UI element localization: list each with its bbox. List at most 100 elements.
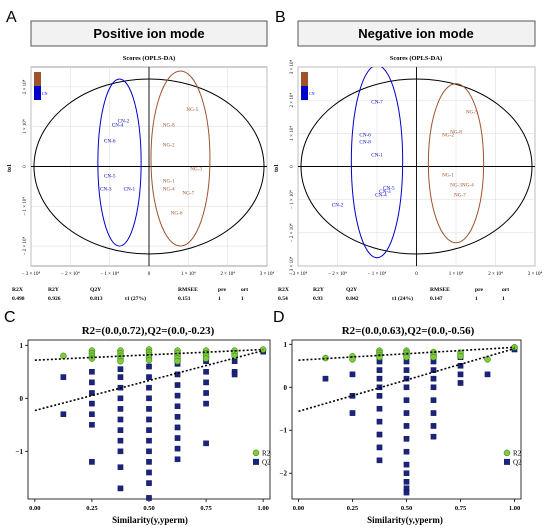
y-tick-label: − 1 × 10⁴	[22, 197, 28, 216]
q2-point	[203, 440, 209, 447]
q2-point	[60, 374, 67, 380]
q2-point	[146, 395, 152, 402]
x-tick-label: − 2 × 10⁴	[328, 271, 347, 277]
q2-point	[376, 375, 383, 382]
y-tick-label: − 2 × 10⁴	[22, 237, 28, 256]
q2-point	[117, 427, 124, 433]
stat-header: pre	[218, 287, 226, 293]
score-point-label: CN-1	[124, 186, 136, 192]
x-tick-label: 0	[148, 272, 151, 277]
score-point-label: NG-3	[190, 166, 202, 172]
stat-value: 0.54	[278, 296, 288, 302]
q2-point	[146, 459, 152, 465]
score-grid-a	[30, 67, 268, 266]
stat-value: 0.498	[12, 296, 25, 302]
x-tick-label: 1.00	[257, 505, 268, 512]
stat-header: ort	[502, 287, 509, 293]
r2-point	[117, 357, 124, 365]
q2-point	[231, 371, 238, 378]
score-point-label: CN-4	[112, 123, 124, 129]
q2-point	[457, 380, 464, 386]
stat-header: Q2Y	[346, 287, 357, 293]
group-ellipse-cn	[350, 67, 404, 259]
stat-header: R2Y	[48, 287, 59, 293]
q2-point	[174, 403, 181, 410]
score-point-label: CN-5	[104, 174, 116, 180]
q2-point	[146, 363, 152, 370]
q2-point	[146, 437, 152, 444]
perm-xlabel-d: Similarity(y,yperm)	[367, 515, 443, 525]
y-tick-label: 2 × 10⁴	[22, 79, 28, 94]
score-point-label: CN-2	[118, 119, 130, 125]
q2-point	[403, 461, 410, 468]
score-xlabel: t1 (27%)	[125, 295, 146, 302]
x-tick-label: − 3 × 10⁴	[22, 271, 41, 277]
q2-point	[146, 448, 152, 455]
q2-point	[89, 369, 95, 375]
stat-value: 0.926	[48, 296, 61, 302]
r2-point	[202, 355, 210, 362]
stat-header: RMSEE	[430, 287, 450, 293]
regression-line-r2	[298, 346, 515, 361]
score-stats-b: R2X 0.54 R2Y 0.93 Q2Y 0.842 RMSEE 0.147 pre 1 ort 1…	[278, 287, 509, 302]
q2-point	[89, 411, 95, 418]
x-tick-label: 0.50	[401, 505, 412, 512]
y-tick-label: − 2 × 10⁴	[289, 223, 295, 242]
y-tick-label: 0	[20, 395, 24, 403]
legend-marker-r2	[252, 449, 260, 457]
regression-line-q2	[34, 349, 264, 412]
q2-point	[146, 480, 152, 486]
q2-point	[117, 395, 124, 402]
x-tick-label: 0.25	[347, 505, 359, 512]
stat-value: 0.813	[90, 296, 103, 302]
x-tick-label: 2 × 10⁴	[488, 271, 503, 277]
stat-value: 0.147	[430, 296, 443, 302]
q2-point	[203, 390, 209, 396]
x-tick-label: 1 × 10⁴	[449, 271, 464, 277]
r2-point	[430, 353, 437, 361]
stat-value: 1	[502, 296, 505, 302]
x-tick-label: 3 × 10⁴	[260, 271, 275, 277]
q2-point	[376, 367, 383, 373]
q2-point	[403, 470, 410, 477]
group-ellipse-ng	[150, 70, 211, 247]
score-point-label: NG-7	[182, 190, 194, 196]
x-tick-label: 1.00	[509, 505, 520, 512]
q2-point	[117, 437, 124, 444]
score-ellipses-a	[33, 70, 265, 255]
q2-point	[349, 410, 356, 416]
score-point-label: NG-8	[163, 123, 175, 129]
x-tick-label: 0.50	[143, 505, 154, 512]
legend-label-cn: CN	[42, 91, 48, 96]
r2-point	[174, 357, 181, 365]
q2-point	[89, 459, 95, 465]
hotelling-ellipse	[33, 78, 265, 255]
score-title-b: Scores (OPLS-DA)	[390, 55, 442, 62]
legend-swatch-cn	[34, 86, 41, 100]
legend-swatch-ng	[301, 72, 308, 86]
x-tick-label: 0	[415, 272, 418, 277]
legend-label-q2: Q2	[262, 458, 271, 466]
y-tick-label: 1 × 10⁴	[22, 119, 28, 134]
r2-point	[145, 356, 153, 364]
q2-point	[146, 406, 152, 412]
x-tick-label: 0.75	[455, 505, 467, 512]
q2-point	[146, 384, 152, 391]
q2-point	[430, 410, 437, 416]
score-points-b: CN-7 CN-6CN-8 CN-1 CN-5CN-3CN-4 CN-2 NG-5 NG-8…	[332, 99, 478, 208]
q2-point	[146, 495, 152, 501]
q2-point	[174, 445, 181, 452]
stat-header: Q2Y	[90, 287, 101, 293]
score-grid-b	[297, 66, 536, 267]
r2-point	[457, 353, 464, 360]
r2-point	[88, 355, 96, 362]
x-tick-label: − 1 × 10⁴	[368, 271, 387, 277]
q2-point	[174, 456, 181, 463]
perm-title-d: R2=(0.0,0.63),Q2=(0.0,-0.56)	[342, 325, 475, 337]
q2-point	[403, 397, 410, 403]
score-point-label: CN-5	[383, 186, 395, 192]
q2-point	[484, 371, 491, 378]
stat-header: ort	[241, 287, 248, 293]
y-tick-label: −1	[16, 448, 24, 456]
q2-point	[203, 379, 209, 386]
